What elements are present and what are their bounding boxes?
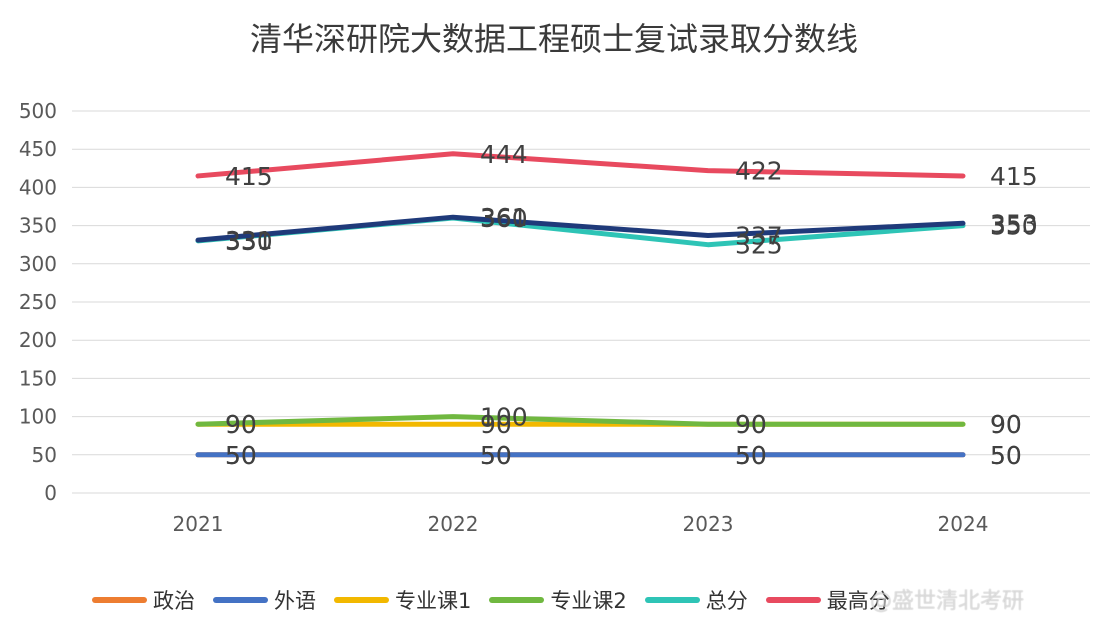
data-label: 90 <box>735 410 767 439</box>
series-lines <box>195 151 966 458</box>
y-tick-label: 150 <box>19 366 57 390</box>
data-label: 50 <box>990 441 1022 470</box>
series-line <box>195 414 966 427</box>
legend-item: 政治 <box>92 585 195 615</box>
data-label: 90 <box>990 410 1022 439</box>
data-label: 50 <box>480 441 512 470</box>
chart-title: 清华深研院大数据工程硕士复试录取分数线 <box>249 20 858 58</box>
legend-label: 政治 <box>153 589 195 613</box>
y-tick-label: 0 <box>44 481 57 505</box>
data-label: 90 <box>225 410 257 439</box>
data-label: 50 <box>735 441 767 470</box>
legend-swatch <box>644 597 700 603</box>
legend-swatch <box>765 597 821 603</box>
legend-swatch <box>213 597 268 603</box>
data-label: 50 <box>480 441 512 470</box>
data-label: 50 <box>225 441 257 470</box>
data-label: 360 <box>480 204 528 233</box>
data-label: 50 <box>735 441 767 470</box>
x-tick-label: 2024 <box>938 512 989 536</box>
y-tick-label: 200 <box>19 328 57 352</box>
series-line <box>195 151 966 179</box>
data-label: 337 <box>735 222 783 251</box>
legend-item: 最高分 <box>765 585 890 615</box>
data-label: 330 <box>225 227 273 256</box>
y-tick-label: 500 <box>19 99 57 123</box>
legend-label: 外语 <box>274 589 316 613</box>
data-label: 415 <box>990 162 1038 191</box>
legend-label: 最高分 <box>826 589 890 613</box>
legend-item: 外语 <box>213 585 316 615</box>
data-label: 50 <box>990 441 1022 470</box>
legend-swatch <box>334 597 389 603</box>
data-label: 350 <box>990 212 1038 241</box>
x-tick-label: 2021 <box>173 512 224 536</box>
legend-label: 总分 <box>705 589 748 613</box>
data-label: 331 <box>225 226 273 255</box>
data-label: 90 <box>225 410 257 439</box>
x-axis-ticks: 2021 2022 2023 2024 <box>173 512 989 536</box>
legend: 政治 外语 专业课1 专业课2 总分 最高分 <box>92 585 890 615</box>
data-label: 90 <box>735 410 767 439</box>
y-axis-ticks: 0 50 100 150 200 250 300 350 400 450 500 <box>19 99 57 505</box>
data-label: 444 <box>480 140 528 169</box>
series-line <box>195 214 966 243</box>
legend-label: 专业课1 <box>395 589 472 613</box>
y-tick-label: 50 <box>32 443 57 467</box>
y-tick-label: 350 <box>19 214 57 238</box>
y-tick-label: 100 <box>19 405 57 429</box>
data-label: 422 <box>735 157 783 186</box>
data-label: 415 <box>225 162 273 191</box>
data-label: 353 <box>990 209 1038 238</box>
legend-swatch <box>489 597 545 603</box>
legend-item: 专业课2 <box>489 585 627 615</box>
data-label: 90 <box>990 410 1022 439</box>
legend-item: 总分 <box>644 585 748 615</box>
data-label: 50 <box>225 441 257 470</box>
y-tick-label: 300 <box>19 252 57 276</box>
y-tick-label: 450 <box>19 137 57 161</box>
watermark-text: @盛世清北考研 <box>870 589 1025 614</box>
legend-swatch <box>92 597 147 603</box>
legend-label: 专业课2 <box>550 589 627 613</box>
y-tick-label: 250 <box>19 290 57 314</box>
data-label: 361 <box>480 203 528 232</box>
x-tick-label: 2023 <box>683 512 734 536</box>
legend-item: 专业课1 <box>334 585 471 615</box>
x-tick-label: 2022 <box>428 512 479 536</box>
data-label: 100 <box>480 403 528 432</box>
data-label: 90 <box>480 410 512 439</box>
data-label: 325 <box>735 231 783 260</box>
y-tick-label: 400 <box>19 175 57 199</box>
